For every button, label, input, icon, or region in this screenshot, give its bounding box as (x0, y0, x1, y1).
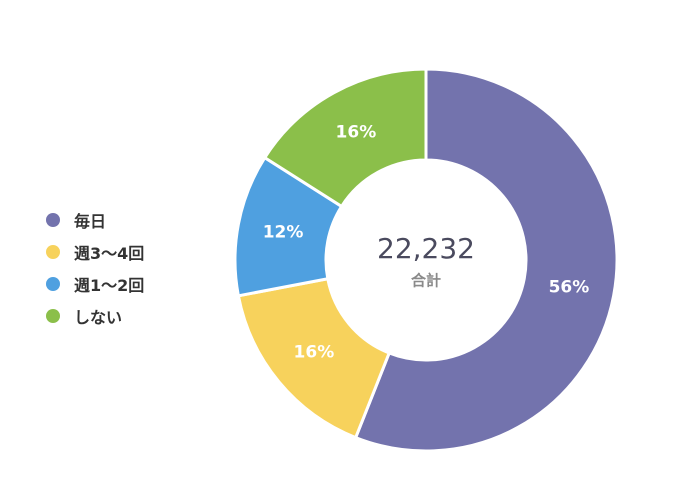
slice-label-3-4-times: 16% (294, 343, 335, 363)
legend-label-1-2-times: 週1〜2回 (74, 276, 145, 295)
legend-label-3-4-times: 週3〜4回 (74, 244, 145, 263)
legend-swatch-none (46, 309, 60, 323)
legend-swatch-3-4-times (46, 245, 60, 259)
slice-label-daily: 56% (549, 277, 590, 297)
center-total-value: 22,232 (377, 232, 475, 265)
slice-none[interactable] (262, 67, 428, 209)
legend-swatch-1-2-times (46, 277, 60, 291)
legend: 毎日 週3〜4回 週1〜2回 しない (46, 204, 144, 332)
center-total-caption: 合計 (410, 272, 441, 290)
legend-swatch-daily (46, 213, 60, 227)
legend-item-none[interactable]: しない (46, 300, 144, 332)
legend-item-1-2-times[interactable]: 週1〜2回 (46, 268, 144, 300)
slice-label-none: 16% (336, 122, 377, 142)
legend-item-3-4-times[interactable]: 週3〜4回 (46, 236, 144, 268)
legend-label-none: しない (74, 308, 123, 327)
legend-item-daily[interactable]: 毎日 (46, 204, 144, 236)
donut-slices (233, 67, 619, 453)
donut-slice-labels: 56% 16% 12% 16% (263, 122, 590, 362)
legend-label-daily: 毎日 (74, 212, 107, 231)
slice-label-1-2-times: 12% (263, 223, 304, 243)
slice-daily[interactable] (353, 67, 619, 453)
